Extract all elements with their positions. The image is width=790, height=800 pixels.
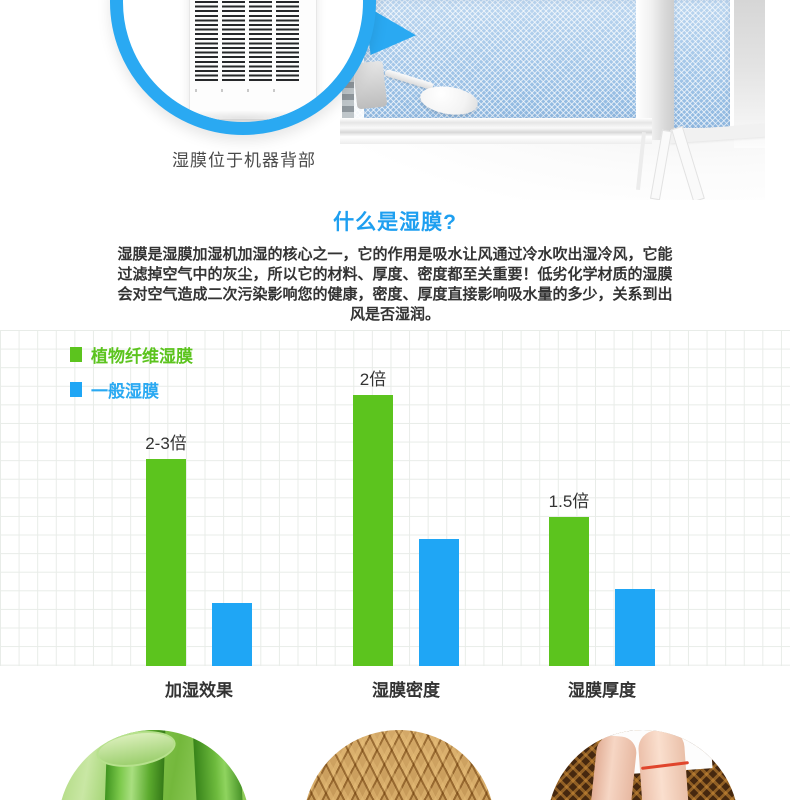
grille-column [276, 1, 299, 83]
grille-column [195, 1, 218, 83]
bar-group: 2倍湿膜密度 [353, 330, 459, 700]
grille-column [249, 1, 272, 83]
machine-back-panel [189, 0, 317, 120]
legend-swatch-blue [70, 382, 82, 397]
legend-label: 一般湿膜 [91, 382, 159, 401]
magnifier-circle [110, 0, 376, 135]
bar-group: 2-3倍加湿效果 [145, 330, 252, 700]
chart-legend: 植物纤维湿膜 一般湿膜 [70, 342, 193, 412]
panel-shadow [153, 110, 333, 122]
bamboo-stalk [192, 730, 250, 800]
bar-ordinary [419, 539, 459, 666]
value-label: 2-3倍 [145, 434, 187, 453]
grille-column [222, 1, 245, 83]
machine-side-wall [734, 0, 765, 148]
feet-on-mat-photo [547, 730, 739, 800]
wet-membrane-panel-large [354, 0, 646, 118]
section-title: 什么是湿膜? [333, 211, 457, 234]
value-label: 1.5倍 [548, 492, 590, 511]
legend-label: 植物纤维湿膜 [91, 347, 193, 366]
category-label: 湿膜密度 [372, 681, 440, 700]
bamboo-photo [58, 730, 250, 800]
magnifier-caption: 湿膜位于机器背部 [172, 151, 316, 170]
category-label: 湿膜厚度 [568, 681, 636, 700]
wet-membrane-texture-photo [303, 730, 495, 800]
bar-plant-fiber [353, 395, 393, 666]
bar-group: 1.5倍湿膜厚度 [549, 330, 655, 700]
value-label: 2倍 [359, 370, 387, 389]
intro-paragraph: 湿膜是湿膜加湿机加湿的核心之一，它的作用是吸水让风通过冷水吹出湿冷风，它能过滤掉… [117, 246, 673, 323]
bar-ordinary [212, 603, 252, 666]
wet-membrane-panel-small [674, 0, 734, 128]
bar-ordinary [615, 589, 655, 666]
legend-item-plant-fiber: 植物纤维湿膜 [70, 342, 193, 367]
bar-plant-fiber [146, 459, 186, 666]
grille-screws [195, 89, 299, 92]
bar-plant-fiber [549, 517, 589, 666]
legend-item-ordinary: 一般湿膜 [70, 377, 193, 402]
category-label: 加湿效果 [165, 681, 233, 700]
frame-sill [340, 118, 652, 144]
legend-swatch-green [70, 347, 82, 362]
left-foot [588, 734, 638, 800]
frame-column [636, 0, 674, 140]
comparison-chart: 植物纤维湿膜 一般湿膜 2-3倍加湿效果 2倍湿膜密度 1.5倍湿膜厚度 [0, 330, 790, 700]
vent-grille-icon [195, 1, 299, 83]
